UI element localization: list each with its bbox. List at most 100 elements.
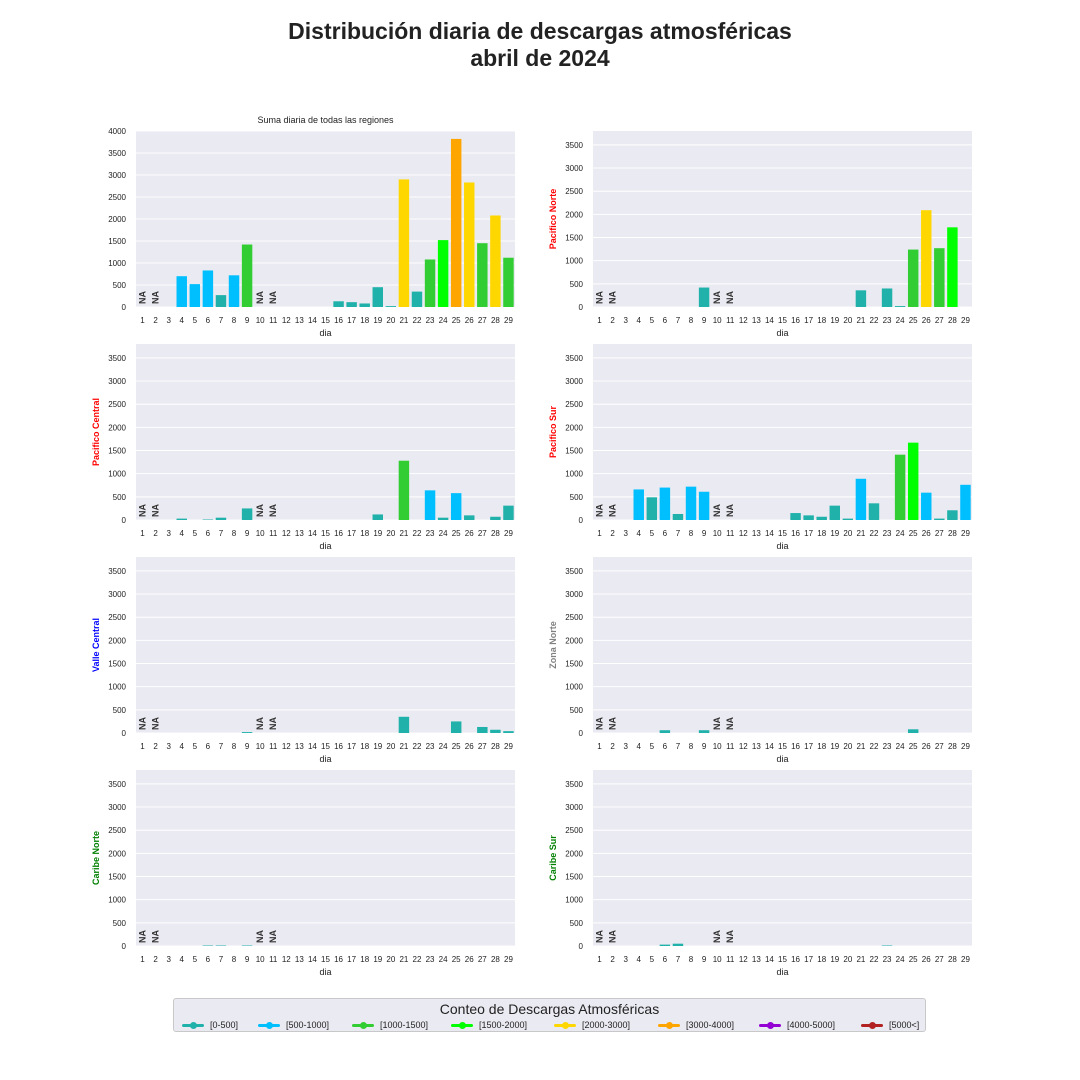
x-tick-label: 2 <box>153 529 158 538</box>
na-label: NA <box>268 930 278 943</box>
x-tick-label: 10 <box>713 529 722 538</box>
bar <box>215 517 227 520</box>
y-tick-label: 3000 <box>565 803 583 812</box>
na-label: NA <box>151 930 161 943</box>
x-tick-label: 20 <box>843 955 852 964</box>
x-tick-label: 6 <box>663 316 668 325</box>
x-tick-label: 16 <box>334 316 343 325</box>
x-tick-label: 16 <box>334 955 343 964</box>
bar <box>672 513 684 520</box>
legend-label: [2000-3000] <box>582 1020 631 1030</box>
x-tick-label: 11 <box>269 316 278 325</box>
bar <box>894 306 906 307</box>
x-axis-label: dia <box>776 754 788 764</box>
legend-label: [500-1000] <box>286 1020 330 1030</box>
x-tick-label: 19 <box>830 955 839 964</box>
x-tick-label: 22 <box>870 742 879 751</box>
bar <box>372 514 384 520</box>
bar <box>659 730 671 733</box>
bar <box>464 182 475 307</box>
x-tick-label: 2 <box>610 529 615 538</box>
x-tick-label: 21 <box>399 955 408 964</box>
bar <box>228 275 240 307</box>
x-tick-label: 9 <box>245 316 250 325</box>
x-tick-label: 17 <box>347 529 356 538</box>
x-tick-label: 18 <box>360 316 369 325</box>
bar <box>450 721 462 733</box>
x-tick-label: 15 <box>321 529 330 538</box>
x-tick-label: 5 <box>650 955 655 964</box>
y-tick-label: 0 <box>579 303 584 312</box>
x-tick-label: 3 <box>166 955 171 964</box>
y-axis-label: Valle Central <box>91 618 101 672</box>
x-tick-label: 9 <box>245 742 250 751</box>
na-label: NA <box>608 291 618 304</box>
x-tick-label: 10 <box>256 742 265 751</box>
legend-label: [1500-2000] <box>479 1020 528 1030</box>
y-tick-label: 0 <box>122 942 127 951</box>
y-tick-label: 2000 <box>108 849 126 858</box>
bar <box>868 503 880 520</box>
x-tick-label: 15 <box>778 316 787 325</box>
x-tick-label: 4 <box>637 316 642 325</box>
x-tick-label: 17 <box>347 955 356 964</box>
x-tick-label: 8 <box>232 316 237 325</box>
bar <box>464 515 475 520</box>
legend-item: [3000-4000] <box>658 1018 734 1032</box>
legend-item: [1000-1500] <box>352 1018 428 1032</box>
x-tick-label: 2 <box>153 742 158 751</box>
x-tick-label: 29 <box>504 316 513 325</box>
x-tick-label: 24 <box>439 742 448 751</box>
legend-line-marker-icon <box>658 1021 680 1029</box>
plot-area <box>593 770 972 946</box>
x-tick-label: 6 <box>663 742 668 751</box>
bar <box>359 303 370 307</box>
x-tick-label: 8 <box>689 955 694 964</box>
legend-item: [4000-5000] <box>759 1018 835 1032</box>
x-tick-label: 24 <box>896 529 905 538</box>
x-tick-label: 27 <box>478 529 487 538</box>
x-tick-label: 20 <box>843 742 852 751</box>
x-tick-label: 26 <box>465 316 474 325</box>
x-tick-label: 22 <box>413 742 422 751</box>
bar <box>947 510 958 520</box>
x-tick-label: 19 <box>373 955 382 964</box>
x-tick-label: 12 <box>282 529 291 538</box>
bar <box>241 508 253 520</box>
x-tick-label: 27 <box>478 955 487 964</box>
legend-items: [0-500] [500-1000] [1000-1500] [1500-2000] [… <box>174 1018 925 1032</box>
bar <box>372 287 384 307</box>
y-tick-label: 2500 <box>108 613 126 622</box>
bar <box>816 516 827 520</box>
x-tick-label: 13 <box>752 529 761 538</box>
bar <box>790 513 801 520</box>
x-tick-label: 21 <box>856 742 865 751</box>
y-tick-label: 3000 <box>108 377 126 386</box>
na-label: NA <box>595 930 605 943</box>
x-axis-label: dia <box>776 967 788 977</box>
bar <box>437 517 449 520</box>
x-tick-label: 13 <box>295 529 304 538</box>
na-label: NA <box>268 504 278 517</box>
bar <box>921 492 932 520</box>
bar <box>672 943 684 946</box>
x-tick-label: 10 <box>713 316 722 325</box>
x-tick-label: 27 <box>935 316 944 325</box>
x-tick-label: 29 <box>961 529 970 538</box>
x-tick-label: 8 <box>232 529 237 538</box>
x-tick-label: 10 <box>256 529 265 538</box>
x-tick-label: 22 <box>870 955 879 964</box>
y-tick-label: 0 <box>579 729 584 738</box>
legend-item: [2000-3000] <box>554 1018 630 1032</box>
x-tick-label: 4 <box>180 742 185 751</box>
x-tick-label: 22 <box>870 316 879 325</box>
x-tick-label: 20 <box>843 316 852 325</box>
x-tick-label: 29 <box>961 316 970 325</box>
x-tick-label: 24 <box>896 316 905 325</box>
x-tick-label: 9 <box>702 529 707 538</box>
legend-line-marker-icon <box>258 1021 280 1029</box>
plot-area <box>136 344 515 520</box>
bar <box>490 516 501 520</box>
x-tick-label: 6 <box>206 529 211 538</box>
x-tick-label: 4 <box>180 955 185 964</box>
